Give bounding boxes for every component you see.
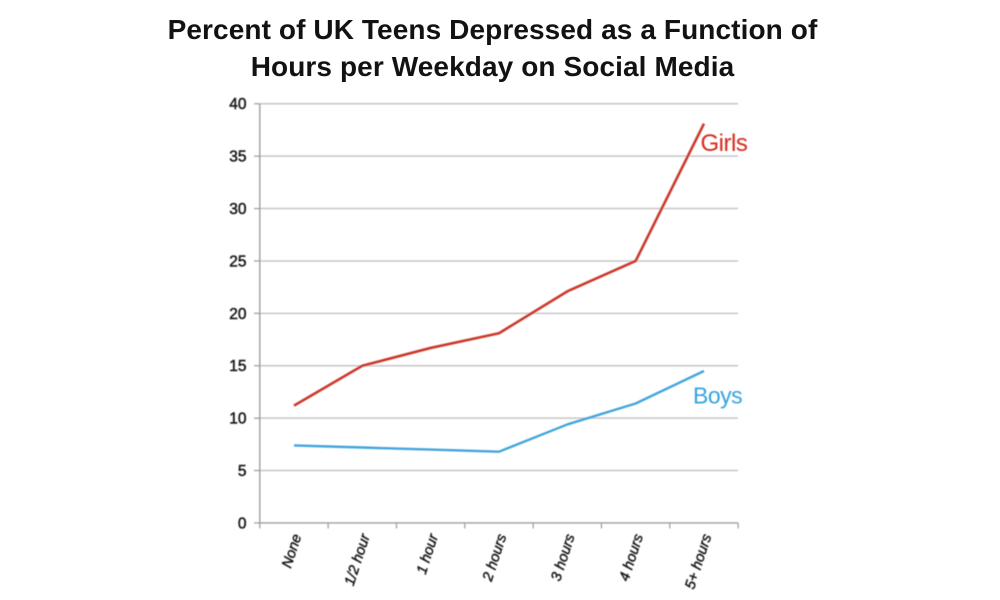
svg-text:Girls: Girls: [701, 130, 748, 157]
svg-text:0: 0: [238, 515, 247, 532]
svg-text:5: 5: [238, 463, 247, 480]
svg-text:3 hours: 3 hours: [548, 532, 578, 583]
svg-text:Boys: Boys: [693, 382, 742, 408]
svg-text:40: 40: [229, 96, 247, 113]
svg-text:35: 35: [229, 149, 246, 166]
svg-text:10: 10: [229, 411, 247, 428]
svg-text:30: 30: [229, 201, 247, 218]
svg-text:25: 25: [229, 253, 246, 270]
svg-text:2 hours: 2 hours: [480, 532, 510, 584]
svg-text:1 hour: 1 hour: [414, 531, 442, 576]
svg-text:1/2 hour: 1/2 hour: [342, 531, 374, 588]
svg-text:None: None: [279, 532, 305, 570]
svg-text:4 hours: 4 hours: [617, 532, 647, 583]
svg-text:5+ hours: 5+ hours: [683, 532, 716, 591]
svg-text:15: 15: [229, 358, 246, 375]
svg-text:20: 20: [229, 306, 247, 323]
